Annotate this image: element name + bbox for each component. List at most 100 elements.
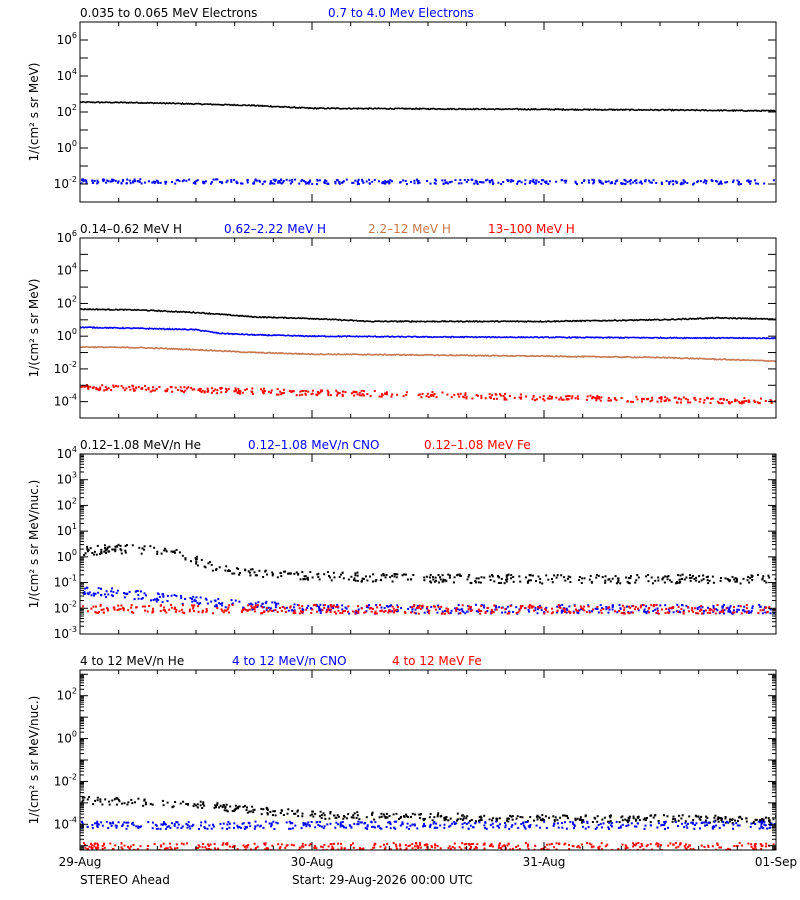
data-point — [345, 178, 348, 181]
data-point — [770, 399, 773, 402]
data-point — [289, 606, 292, 609]
data-point — [637, 842, 640, 844]
data-point — [535, 398, 538, 401]
data-point — [769, 608, 772, 611]
data-point — [475, 577, 478, 580]
data-point — [316, 178, 319, 181]
data-point — [579, 605, 582, 608]
data-point — [702, 578, 705, 581]
data-point — [459, 392, 462, 395]
data-point — [110, 824, 113, 827]
data-point — [342, 180, 345, 183]
data-point — [603, 816, 606, 819]
data-point — [140, 597, 143, 600]
data-point — [724, 821, 727, 824]
data-point — [438, 607, 441, 610]
data-point — [671, 820, 674, 823]
data-point — [558, 398, 561, 401]
data-point — [665, 180, 668, 183]
data-point — [384, 576, 387, 579]
data-point — [164, 823, 167, 826]
data-point — [493, 397, 495, 400]
data-point — [529, 604, 532, 607]
data-point — [538, 604, 541, 607]
data-point — [184, 598, 187, 600]
data-point — [171, 390, 174, 393]
data-point — [158, 386, 161, 388]
data-point — [713, 608, 716, 611]
data-point — [517, 826, 520, 829]
data-point — [240, 182, 242, 185]
data-point — [262, 808, 265, 811]
data-point — [749, 825, 752, 828]
data-point — [558, 606, 561, 609]
data-point — [90, 846, 93, 849]
data-point — [410, 611, 413, 614]
data-point — [585, 611, 588, 613]
data-point — [443, 819, 446, 822]
data-point — [132, 611, 135, 614]
data-point — [563, 576, 565, 579]
data-point — [82, 180, 85, 183]
data-point — [357, 183, 360, 185]
data-point — [259, 825, 262, 828]
data-point — [624, 179, 627, 182]
data-point — [474, 179, 477, 182]
data-point — [237, 805, 240, 808]
data-point — [427, 609, 430, 612]
data-point — [180, 827, 183, 830]
data-point — [389, 827, 392, 830]
data-point — [676, 582, 679, 585]
data-point — [676, 580, 679, 583]
data-point — [224, 606, 227, 609]
data-point — [226, 179, 229, 182]
data-point — [634, 180, 636, 183]
data-point — [81, 822, 84, 825]
data-point — [308, 825, 311, 828]
data-point — [335, 612, 337, 615]
data-point — [461, 826, 464, 829]
data-point — [356, 811, 359, 814]
data-point — [559, 816, 562, 819]
data-point — [374, 821, 377, 824]
data-point — [322, 827, 325, 830]
data-point — [663, 814, 665, 817]
data-point — [598, 397, 601, 400]
data-point — [545, 180, 548, 183]
data-point — [593, 181, 596, 184]
data-point — [677, 610, 680, 613]
data-point — [226, 842, 229, 845]
data-point — [302, 821, 305, 824]
data-point — [620, 182, 623, 185]
data-point — [321, 389, 324, 392]
data-point — [732, 179, 735, 182]
data-point — [170, 603, 172, 606]
data-point — [266, 573, 268, 576]
data-point — [578, 609, 581, 612]
data-point — [329, 812, 332, 815]
data-point — [386, 816, 389, 819]
data-point — [488, 393, 491, 396]
data-point — [341, 821, 344, 823]
data-point — [632, 605, 635, 607]
data-point — [550, 612, 553, 615]
data-point — [258, 179, 261, 182]
start-time-label: Start: 29-Aug-2026 00:00 UTC — [292, 873, 473, 887]
data-point — [96, 822, 99, 825]
data-point — [534, 182, 537, 185]
data-point — [495, 604, 497, 607]
data-point — [607, 820, 610, 823]
data-point — [469, 608, 472, 611]
data-point — [385, 574, 388, 576]
data-point — [249, 602, 252, 605]
data-point — [309, 179, 311, 182]
data-point — [379, 610, 382, 613]
data-point — [316, 573, 319, 576]
data-point — [90, 594, 93, 597]
data-point — [398, 818, 401, 820]
data-point — [465, 817, 468, 820]
data-point — [391, 605, 394, 608]
data-point — [237, 392, 240, 395]
data-point — [206, 602, 209, 605]
data-point — [501, 845, 504, 848]
